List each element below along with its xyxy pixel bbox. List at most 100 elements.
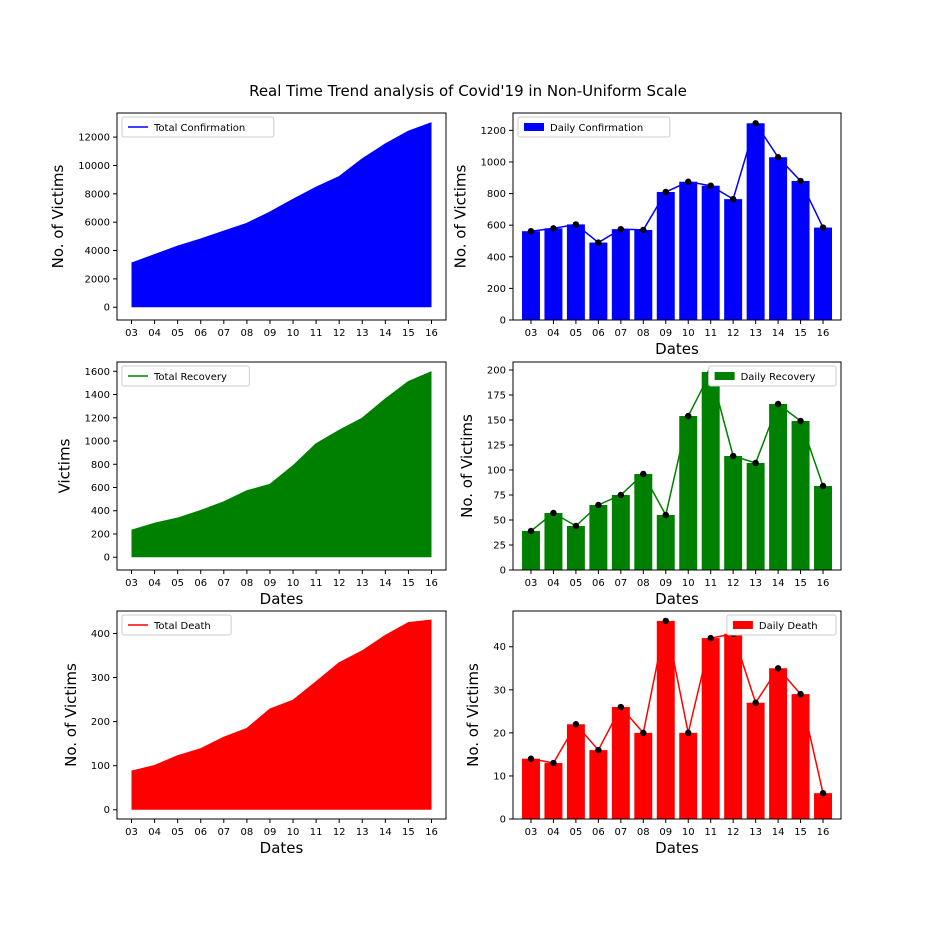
y-tick-label: 300 xyxy=(91,673,110,684)
axes-frame xyxy=(116,361,447,571)
x-axis-label: Dates xyxy=(655,839,699,857)
x-tick-label: 09 xyxy=(264,328,277,339)
axes-frame xyxy=(512,361,842,571)
bar-04 xyxy=(544,763,563,819)
bar-05 xyxy=(566,724,585,819)
bar-08 xyxy=(634,474,653,570)
series-line xyxy=(131,371,432,532)
bar-16 xyxy=(814,793,833,819)
x-tick-label: 03 xyxy=(525,827,538,838)
y-tick-label: 12000 xyxy=(78,133,110,144)
point-10 xyxy=(685,412,692,420)
bar-14 xyxy=(769,157,788,320)
y-tick-label: 6000 xyxy=(85,218,110,229)
legend-box xyxy=(121,116,275,138)
bar-05 xyxy=(566,526,585,570)
axes-frame xyxy=(512,610,842,820)
point-15 xyxy=(797,417,804,425)
point-12 xyxy=(729,452,737,460)
bar-09 xyxy=(656,515,675,570)
x-tick-label: 05 xyxy=(171,578,184,589)
chart-panel-3: 03 04 05 06 07 08 09 10 11 12 13 14 15 16 0 25 50 75 100 12… xyxy=(458,361,842,608)
x-tick-label: 10 xyxy=(287,578,300,589)
x-tick-label: 15 xyxy=(402,328,415,339)
y-tick-label: 100 xyxy=(487,466,506,477)
x-tick-label: 10 xyxy=(682,578,695,589)
x-tick-label: 11 xyxy=(704,827,717,838)
x-tick-label: 15 xyxy=(402,578,415,589)
y-tick-label: 25 xyxy=(493,541,506,552)
x-tick-label: 15 xyxy=(794,578,807,589)
point-06 xyxy=(595,239,602,246)
x-tick-label: 04 xyxy=(148,328,161,339)
point-12 xyxy=(729,195,737,203)
x-tick-label: 10 xyxy=(287,827,300,838)
y-tick-label: 0 xyxy=(500,566,506,577)
x-tick-label: 16 xyxy=(817,827,830,838)
y-tick-label: 1400 xyxy=(85,390,110,401)
legend: Total Confirmation xyxy=(121,116,275,138)
bar-03 xyxy=(521,231,540,320)
point-15 xyxy=(797,177,804,185)
point-05 xyxy=(572,221,580,228)
x-tick-label: 07 xyxy=(614,827,627,838)
bar-12 xyxy=(724,199,743,320)
point-11 xyxy=(707,182,714,189)
x-tick-label: 15 xyxy=(402,827,415,838)
x-tick-label: 09 xyxy=(659,827,672,838)
x-axis-label: Dates xyxy=(260,839,304,857)
x-tick-label: 09 xyxy=(659,328,672,339)
bar-08 xyxy=(634,732,653,819)
bar-05 xyxy=(566,224,585,320)
bar-07 xyxy=(611,229,630,320)
point-05 xyxy=(572,522,580,530)
bar-10 xyxy=(679,416,698,570)
x-tick-label: 05 xyxy=(570,578,583,589)
point-14 xyxy=(774,665,782,672)
legend-swatch xyxy=(714,372,735,380)
x-tick-label: 04 xyxy=(547,578,560,589)
x-tick-label: 08 xyxy=(241,827,254,838)
bar-10 xyxy=(679,732,698,819)
chart-panel-1: 03 04 05 06 07 08 09 10 11 12 13 14 15 16 0 200 400 600 80… xyxy=(451,112,842,358)
y-axis-label: No. of Victims xyxy=(464,663,482,767)
x-tick-label: 08 xyxy=(637,328,650,339)
x-tick-label: 07 xyxy=(217,827,230,838)
x-tick-label: 14 xyxy=(772,827,785,838)
point-06 xyxy=(595,501,602,509)
x-tick-label: 08 xyxy=(637,827,650,838)
y-tick-label: 1200 xyxy=(85,413,110,424)
x-tick-label: 15 xyxy=(794,827,807,838)
x-tick-label: 12 xyxy=(333,578,346,589)
x-tick-label: 05 xyxy=(171,328,184,339)
y-tick-label: 0 xyxy=(104,303,110,314)
axes-frame xyxy=(512,112,842,321)
x-tick-label: 14 xyxy=(379,328,392,339)
x-tick-label: 13 xyxy=(749,578,762,589)
y-tick-label: 800 xyxy=(487,189,506,200)
y-tick-label: 600 xyxy=(91,483,110,494)
bar-06 xyxy=(589,505,608,570)
point-07 xyxy=(617,491,625,499)
x-tick-label: 07 xyxy=(217,578,230,589)
x-tick-label: 08 xyxy=(637,578,650,589)
y-axis-label: No. of Victims xyxy=(458,414,476,518)
x-tick-label: 14 xyxy=(379,578,392,589)
bar-11 xyxy=(701,185,720,320)
x-axis-label: Dates xyxy=(655,340,699,358)
x-tick-label: 16 xyxy=(425,578,438,589)
point-08 xyxy=(640,729,647,737)
point-09 xyxy=(662,617,669,625)
chart-panel-4: 03 04 05 06 07 08 09 10 11 12 13 14 15 16 0 100 200 300 40… xyxy=(62,610,447,857)
series-line xyxy=(131,619,432,773)
chart-panel-2: 03 04 05 06 07 08 09 10 11 12 13 14 15 16 0 200 400 600 80… xyxy=(55,361,447,608)
y-tick-label: 0 xyxy=(500,316,506,327)
y-tick-label: 200 xyxy=(487,366,506,377)
x-tick-label: 14 xyxy=(772,578,785,589)
point-08 xyxy=(640,470,647,478)
y-axis-label: No. of Victims xyxy=(62,663,80,767)
x-tick-label: 03 xyxy=(525,578,538,589)
point-07 xyxy=(617,703,625,711)
x-tick-label: 08 xyxy=(241,328,254,339)
legend-box xyxy=(121,614,232,636)
